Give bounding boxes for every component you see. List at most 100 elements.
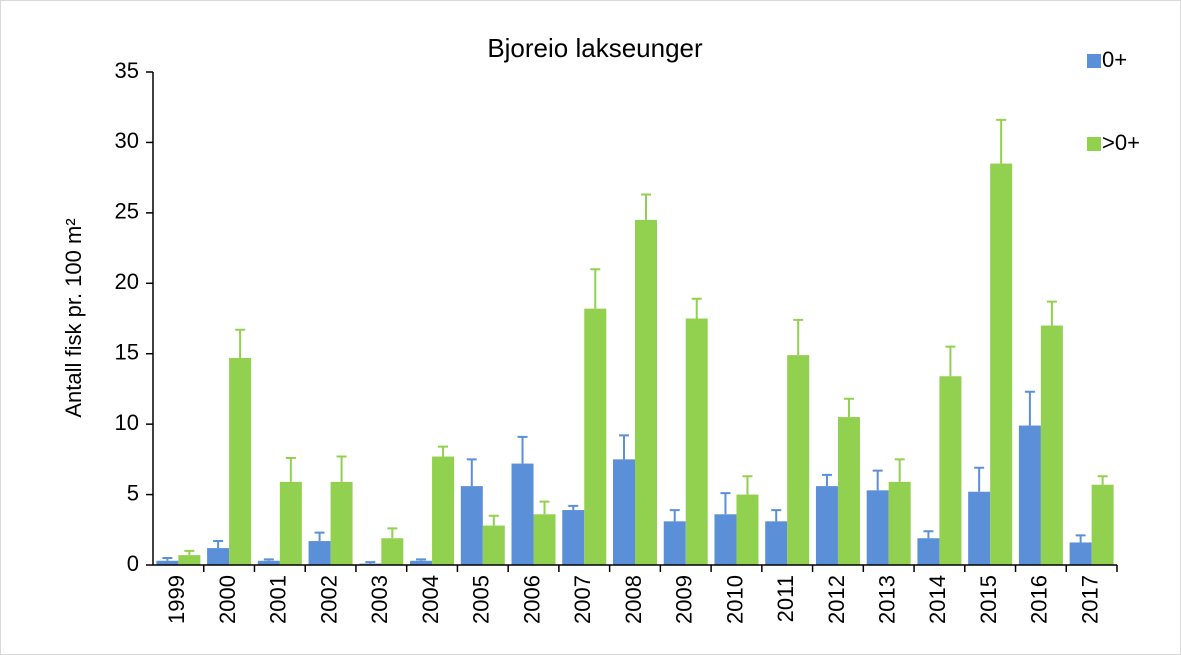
error-bar [821,473,832,487]
x-tick-label: 2005 [469,575,494,624]
error-bar [793,318,804,356]
bar [968,491,991,565]
x-tick-label: 2015 [976,575,1001,624]
error-bar [387,527,398,539]
bar [1040,325,1063,565]
error-bar [517,435,528,464]
error-bar [213,540,224,549]
bar [229,357,252,565]
y-tick-label: 25 [115,199,139,224]
error-bar [184,549,195,556]
bar [990,163,1013,566]
x-tick-label: 2006 [519,575,544,624]
bar [613,459,635,565]
bar [765,521,788,565]
error-bar [235,328,246,358]
error-bar [872,469,883,491]
bar [939,376,962,565]
legend-label: 0+ [1102,47,1127,72]
error-bar [771,509,782,522]
error-bar [996,118,1007,164]
error-bar [416,558,427,561]
error-bar [923,530,934,539]
y-tick-label: 30 [115,128,139,153]
bar [736,494,759,565]
bar [482,525,505,565]
legend-swatch [1087,54,1101,68]
bar [207,548,230,565]
error-bar [162,556,173,561]
bar [866,490,889,565]
x-tick-label: 2016 [1027,575,1052,624]
bar [584,308,607,565]
x-tick-label: 2008 [621,575,646,624]
x-tick-label: 2001 [266,575,291,624]
x-tick-label: 2014 [925,575,950,624]
y-tick-label: 10 [115,410,139,435]
bar [635,219,657,565]
bar [1091,484,1114,565]
x-tick-label: 2003 [367,575,392,624]
bar [562,510,585,565]
error-bar [945,345,956,377]
y-tick-label: 5 [127,480,139,505]
error-bar [590,268,601,309]
error-bar [1097,475,1108,485]
error-bar [619,434,629,460]
bar [279,481,302,565]
chart-title: Bjoreio lakseunger [487,33,703,63]
bar [685,318,708,565]
error-bar [466,458,477,487]
error-bar [263,558,274,561]
x-tick-label: 2013 [874,575,899,624]
error-bar [1046,300,1057,326]
error-bar [314,531,325,542]
bar [257,560,280,565]
y-tick-label: 15 [115,340,139,365]
bar [432,456,455,565]
error-bar [336,455,347,482]
bar [308,541,331,565]
bar [156,560,179,565]
bar [178,555,201,565]
x-tick-label: 2011 [773,575,798,622]
bar [381,538,404,565]
bar [917,538,940,565]
x-tick-label: 2002 [316,575,341,624]
legend-swatch [1087,137,1101,151]
bar [1018,425,1041,565]
legend-label: >0+ [1102,130,1140,155]
x-tick-label: 2009 [672,575,697,624]
bar [460,486,483,565]
x-tick-label: 1999 [164,575,189,624]
bar [815,486,838,565]
error-bar [843,397,854,418]
bar [330,481,353,565]
x-tick-label: 2007 [570,575,595,624]
error-bar [691,297,702,319]
bar [837,417,860,565]
bar [533,514,556,565]
error-bar [742,475,753,495]
bar [511,463,534,565]
error-bar [438,445,449,457]
error-bar [488,514,499,526]
y-tick-label: 20 [115,269,139,294]
y-tick-label: 35 [115,58,139,83]
error-bar [365,561,376,564]
y-tick-label: 0 [127,551,139,576]
x-tick-label: 2000 [215,575,240,624]
x-tick-label: 2012 [824,575,849,624]
x-tick-label: 2017 [1077,575,1102,624]
error-bar [974,466,985,492]
bar [410,560,433,565]
y-axis-label: Antall fisk pr. 100 m² [61,218,86,417]
bar [663,521,686,565]
error-bar [539,500,550,515]
error-bar [894,458,905,482]
bar [888,481,911,565]
error-bar [669,509,680,522]
bar [714,514,737,565]
error-bar [568,504,579,511]
bar [1069,542,1092,565]
